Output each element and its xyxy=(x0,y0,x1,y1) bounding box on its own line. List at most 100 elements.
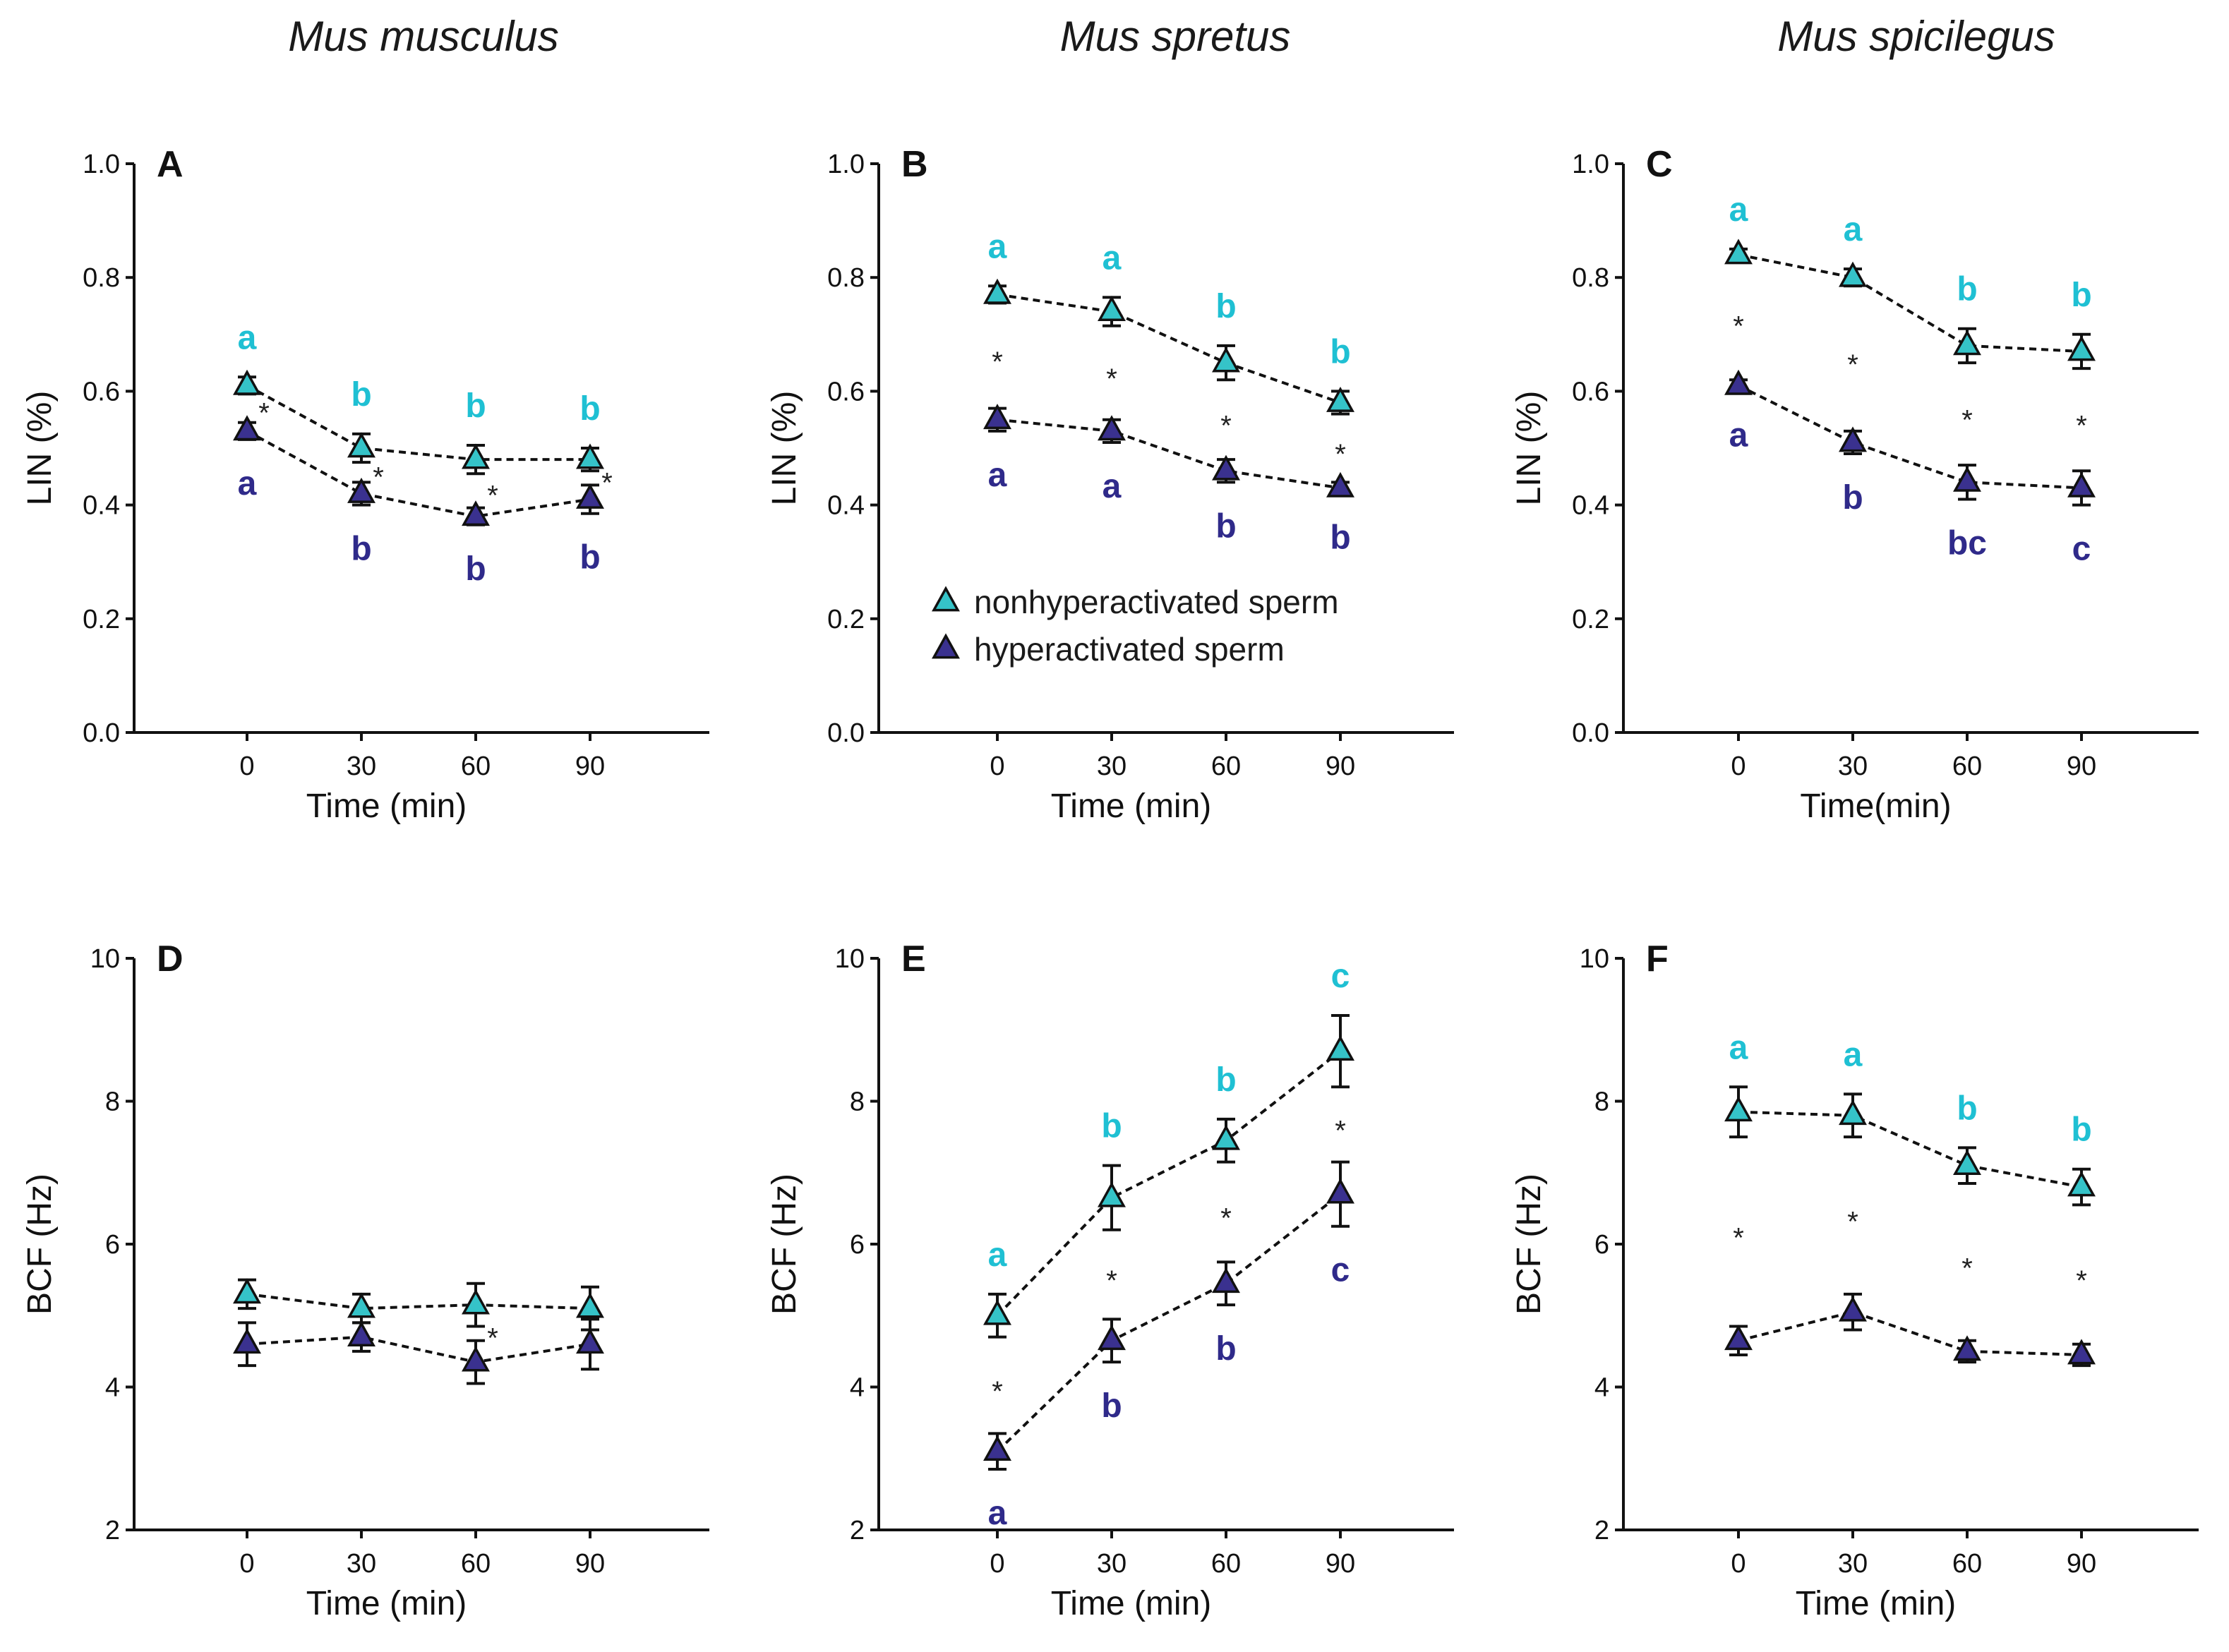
sig-letter-hyper: c xyxy=(1331,1252,1350,1289)
sig-letter-hyper: a xyxy=(988,457,1007,494)
data-point-hyper xyxy=(1098,415,1126,441)
significance-star: * xyxy=(1733,311,1744,342)
y-tick-label: 2 xyxy=(105,1516,120,1545)
y-tick-label: 0.0 xyxy=(827,718,865,748)
x-tick-label: 60 xyxy=(461,752,491,781)
data-point-hyper xyxy=(462,1346,490,1372)
y-axis-title: BCF (Hz) xyxy=(766,1174,803,1315)
x-tick-label: 60 xyxy=(1952,1549,1982,1579)
data-point-hyper xyxy=(347,1321,375,1347)
x-tick-label: 90 xyxy=(2067,752,2096,781)
sig-letter-hyper: b xyxy=(1330,519,1350,556)
panel-b: 0.0 0.2 0.4 0.6 0.8 1.0 0 30 60 90 Time (min) LIN (… xyxy=(766,144,1454,825)
sig-letter-hyper: b xyxy=(465,550,486,588)
sig-letter-hyper: b xyxy=(579,539,600,577)
data-point-nonhyper xyxy=(1098,1181,1126,1207)
y-tick-label: 0.4 xyxy=(1572,491,1609,521)
x-tick-label: 30 xyxy=(1838,752,1868,781)
x-tick-label: 90 xyxy=(1326,752,1355,781)
legend-label-nonhyper: nonhyperactivated sperm xyxy=(974,584,1339,620)
x-tick-label: 0 xyxy=(1731,752,1746,781)
significance-star: * xyxy=(1106,363,1117,394)
x-tick-label: 60 xyxy=(461,1549,491,1579)
x-tick-label: 90 xyxy=(575,1549,605,1579)
x-tick-label: 0 xyxy=(239,1549,254,1579)
x-tick-label: 0 xyxy=(990,752,1004,781)
y-tick-label: 0.8 xyxy=(1572,263,1609,293)
data-point-hyper xyxy=(233,1328,261,1354)
data-point-hyper xyxy=(1098,1325,1126,1351)
y-tick-label: 1.0 xyxy=(1572,150,1609,179)
data-point-hyper xyxy=(2067,471,2096,498)
data-point-nonhyper xyxy=(1098,295,1126,321)
significance-star: * xyxy=(1961,1253,1973,1284)
panel-letter: C xyxy=(1646,144,1673,185)
series-line-hyper xyxy=(1738,384,2082,490)
y-tick-label: 1.0 xyxy=(83,150,120,179)
sig-letter-nonhyper: b xyxy=(1957,271,1977,308)
data-point-nonhyper xyxy=(1724,239,1753,265)
y-tick-label: 10 xyxy=(90,944,120,974)
sig-letter-hyper: bc xyxy=(1947,525,1987,562)
y-axis-title: BCF (Hz) xyxy=(21,1174,59,1315)
data-point-hyper xyxy=(1212,1267,1240,1294)
series-hyper xyxy=(1724,1292,2096,1368)
panel-letter: E xyxy=(901,939,926,979)
y-tick-label: 0.0 xyxy=(83,718,120,748)
series-line-hyper xyxy=(996,1193,1342,1453)
data-point-nonhyper xyxy=(983,1299,1011,1325)
series-line-hyper xyxy=(246,1335,591,1364)
data-point-nonhyper xyxy=(233,1278,261,1304)
significance-star: * xyxy=(1961,405,1973,436)
panel-letter: B xyxy=(901,144,928,185)
series-nonhyper xyxy=(983,278,1354,416)
y-axis-title: BCF (Hz) xyxy=(1510,1174,1548,1315)
data-point-nonhyper xyxy=(1839,261,1867,287)
data-point-nonhyper xyxy=(233,369,261,395)
data-point-hyper xyxy=(1839,426,1867,452)
sig-letter-hyper: a xyxy=(988,1495,1007,1532)
data-point-nonhyper xyxy=(576,443,604,469)
sig-letter-hyper: a xyxy=(238,465,257,502)
x-tick-label: 60 xyxy=(1211,1549,1241,1579)
species-title-spicilegus: Mus spicilegus xyxy=(1777,13,2055,60)
sig-letter-nonhyper: a xyxy=(1103,239,1122,277)
legend-marker-hyper xyxy=(932,633,960,659)
x-tick-label: 0 xyxy=(239,752,254,781)
sig-letter-nonhyper: b xyxy=(579,390,600,428)
y-tick-label: 0.6 xyxy=(1572,377,1609,406)
y-tick-label: 0.2 xyxy=(83,605,120,634)
x-tick-label: 60 xyxy=(1211,752,1241,781)
significance-star: * xyxy=(2076,1265,2087,1296)
x-axis-title: Time (min) xyxy=(306,788,467,825)
series-line-hyper xyxy=(246,430,591,518)
series-line-nonhyper xyxy=(997,293,1341,404)
data-point-nonhyper xyxy=(347,1292,375,1318)
y-tick-label: 0.4 xyxy=(83,491,120,521)
data-point-nonhyper xyxy=(1839,1099,1867,1126)
data-point-nonhyper xyxy=(1953,1150,1981,1176)
sig-letter-nonhyper: b xyxy=(2071,277,2091,314)
y-tick-label: 8 xyxy=(105,1087,120,1117)
significance-star: * xyxy=(1220,1202,1232,1234)
data-point-hyper xyxy=(1953,1335,1981,1361)
y-tick-label: 2 xyxy=(1594,1516,1609,1545)
significance-star: * xyxy=(2076,411,2087,442)
significance-star: * xyxy=(487,480,498,511)
y-tick-label: 0.8 xyxy=(83,263,120,293)
panel-d: 2 4 6 8 10 0 30 60 90 Time (min) BCF (Hz) D * xyxy=(21,939,709,1622)
y-tick-label: 0.6 xyxy=(83,377,120,406)
x-tick-label: 30 xyxy=(1097,1549,1126,1579)
data-point-hyper xyxy=(983,404,1011,430)
series-hyper xyxy=(233,1318,604,1385)
y-tick-label: 0.2 xyxy=(827,605,865,634)
sig-letter-nonhyper: a xyxy=(988,228,1007,265)
series-hyper xyxy=(983,1160,1354,1471)
sig-letter-nonhyper: b xyxy=(1215,288,1236,325)
y-tick-label: 8 xyxy=(850,1087,865,1117)
data-point-hyper xyxy=(1326,471,1354,498)
x-tick-label: 0 xyxy=(990,1549,1004,1579)
sig-letter-hyper: a xyxy=(1729,416,1748,454)
x-tick-label: 30 xyxy=(1097,752,1126,781)
